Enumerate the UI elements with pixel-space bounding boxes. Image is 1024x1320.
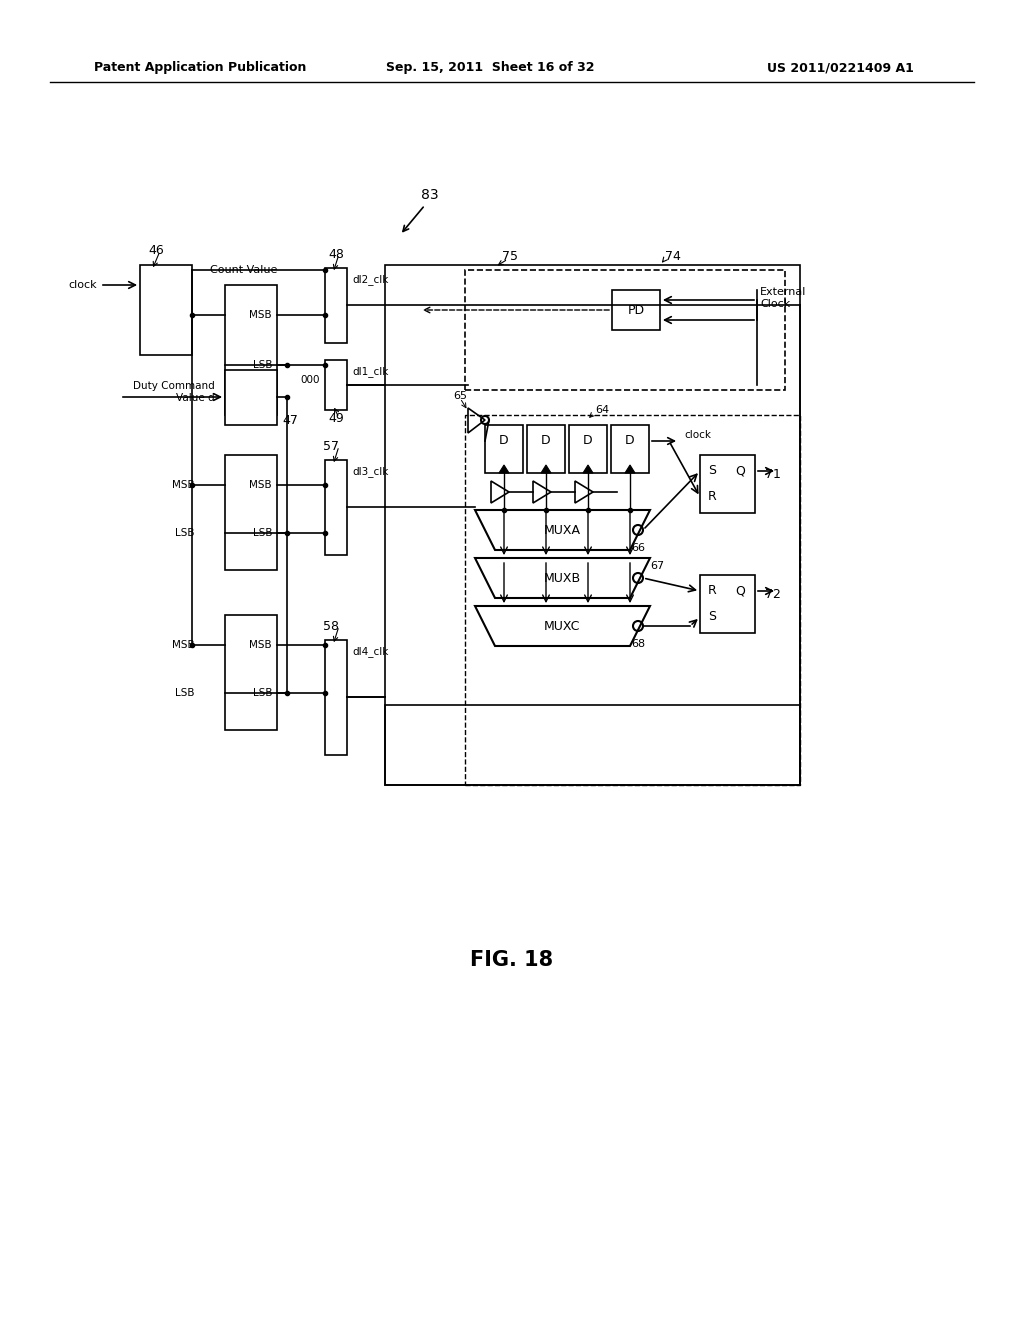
Bar (611, 425, 649, 473)
Bar (612, 290, 660, 330)
Text: S: S (708, 465, 716, 478)
Text: MSB: MSB (172, 640, 195, 649)
Text: 000: 000 (300, 375, 319, 385)
Polygon shape (583, 465, 593, 473)
Bar (385, 705, 800, 785)
Text: dl4_clk: dl4_clk (352, 647, 388, 657)
Bar (325, 268, 347, 343)
Text: 48: 48 (328, 248, 344, 260)
Text: MSB: MSB (250, 640, 272, 649)
Text: FIG. 18: FIG. 18 (470, 950, 554, 970)
Text: PD: PD (628, 304, 644, 317)
Bar (700, 576, 755, 634)
Text: dl1_clk: dl1_clk (352, 367, 388, 378)
Text: dl3_clk: dl3_clk (352, 466, 388, 478)
Bar (325, 360, 347, 411)
Text: LSB: LSB (253, 528, 272, 539)
Text: MSB: MSB (172, 480, 195, 490)
Text: External
Clock: External Clock (760, 288, 806, 309)
Bar (225, 285, 278, 414)
Text: 72: 72 (765, 589, 781, 602)
Bar (385, 265, 800, 785)
Bar (225, 455, 278, 570)
Text: 49: 49 (328, 412, 344, 425)
Text: D: D (499, 434, 509, 447)
Bar (225, 615, 278, 730)
Text: Q: Q (735, 465, 745, 478)
Polygon shape (625, 465, 635, 473)
Text: Count Value: Count Value (210, 265, 278, 275)
Text: R: R (708, 491, 717, 503)
Bar (527, 425, 565, 473)
Text: 67: 67 (650, 561, 665, 572)
Text: Patent Application Publication: Patent Application Publication (94, 62, 306, 74)
Text: 74: 74 (665, 251, 681, 264)
Text: MUXC: MUXC (544, 619, 581, 632)
Text: MUXA: MUXA (544, 524, 581, 536)
Text: 64: 64 (595, 405, 609, 414)
Text: dl2_clk: dl2_clk (352, 275, 388, 285)
Text: 83: 83 (421, 187, 439, 202)
Text: D: D (542, 434, 551, 447)
Text: clock: clock (684, 430, 711, 440)
Text: LSB: LSB (175, 528, 195, 539)
Text: D: D (626, 434, 635, 447)
Bar (485, 425, 523, 473)
Text: 66: 66 (631, 543, 645, 553)
Text: LSB: LSB (175, 688, 195, 698)
Bar (465, 271, 785, 389)
Text: MSB: MSB (250, 480, 272, 490)
Polygon shape (541, 465, 551, 473)
Bar (140, 265, 193, 355)
Text: 46: 46 (148, 244, 164, 257)
Text: MSB: MSB (250, 310, 272, 319)
Text: LSB: LSB (253, 360, 272, 370)
Polygon shape (499, 465, 509, 473)
Bar (569, 425, 607, 473)
Text: 71: 71 (765, 469, 781, 482)
Text: Q: Q (735, 585, 745, 598)
Bar (225, 370, 278, 425)
Text: LSB: LSB (253, 688, 272, 698)
Text: clock: clock (69, 280, 97, 290)
Text: US 2011/0221409 A1: US 2011/0221409 A1 (767, 62, 913, 74)
Text: 57: 57 (323, 440, 339, 453)
Text: 47: 47 (282, 413, 298, 426)
Bar (465, 414, 800, 785)
Bar (700, 455, 755, 513)
Text: 68: 68 (631, 639, 645, 649)
Text: S: S (708, 610, 716, 623)
Text: 75: 75 (502, 251, 518, 264)
Text: MUXB: MUXB (544, 572, 581, 585)
Bar (325, 640, 347, 755)
Bar (325, 459, 347, 554)
Text: R: R (708, 585, 717, 598)
Text: 65: 65 (453, 391, 467, 401)
Text: Duty Command
Value d: Duty Command Value d (133, 381, 215, 403)
Text: 58: 58 (323, 619, 339, 632)
Text: D: D (584, 434, 593, 447)
Text: Sep. 15, 2011  Sheet 16 of 32: Sep. 15, 2011 Sheet 16 of 32 (386, 62, 594, 74)
